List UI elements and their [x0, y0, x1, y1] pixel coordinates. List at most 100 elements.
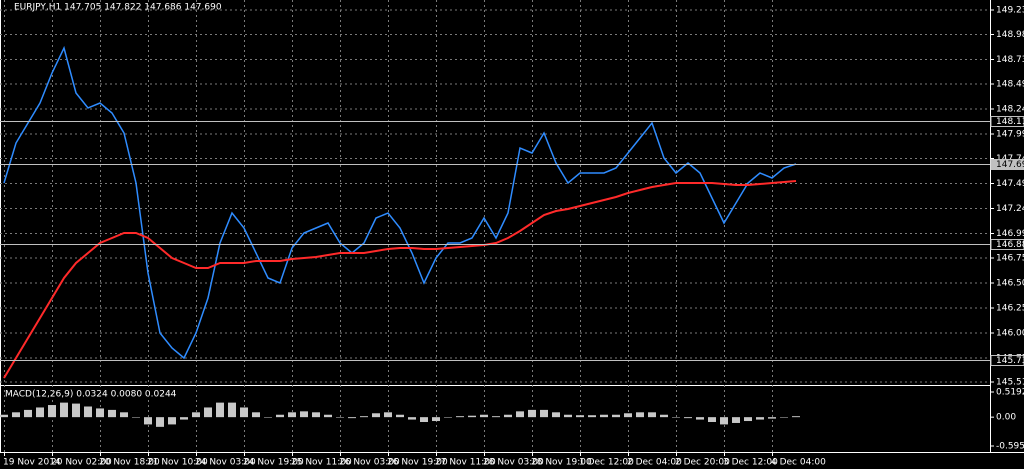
macd-bar: [72, 403, 80, 418]
level-label: 148.116: [996, 117, 1024, 127]
macd-bar: [0, 414, 8, 418]
macd-bar: [348, 417, 356, 419]
macd-bar: [780, 417, 788, 418]
y-tick-label: 149.230: [996, 6, 1024, 16]
macd-bar: [144, 417, 152, 425]
macd-bar: [300, 411, 308, 418]
macd-bar: [504, 414, 512, 418]
level-label-box: [990, 355, 1024, 366]
y-tick-label: 147.99: [996, 130, 1024, 140]
macd-bar: [420, 417, 428, 423]
macd-bar: [240, 407, 248, 418]
x-tick-label: 24 Nov 19:00: [243, 458, 304, 468]
macd-bar: [696, 417, 704, 420]
macd-bar: [756, 417, 764, 420]
macd-bar: [720, 417, 728, 425]
x-tick-label: 2 Dec 20:00: [675, 458, 730, 468]
macd-bar: [24, 409, 32, 418]
macd-bar: [108, 409, 116, 418]
macd-bar: [684, 417, 692, 419]
x-tick-label: 4 Dec 04:00: [771, 458, 826, 468]
macd-bar: [444, 417, 452, 418]
macd-bar: [492, 416, 500, 418]
x-tick-label: 3 Dec 12:00: [723, 458, 778, 468]
macd-bar: [672, 417, 680, 418]
macd-bar: [768, 417, 776, 419]
macd-bar: [552, 412, 560, 418]
macd-bar: [264, 417, 272, 418]
y-tick-label: 148.49: [996, 80, 1024, 90]
y-tick-label: -0.5952: [996, 442, 1024, 452]
macd-bar: [276, 414, 284, 418]
macd-bar: [324, 414, 332, 418]
macd-bar: [588, 415, 596, 418]
macd-bar: [336, 417, 344, 418]
x-tick-label: 26 Nov 19:00: [387, 458, 448, 468]
macd-bar: [84, 406, 92, 418]
macd-bar: [60, 402, 68, 418]
macd-bar: [192, 412, 200, 418]
macd-bar: [36, 407, 44, 418]
macd-bar: [468, 415, 476, 418]
macd-bar: [480, 414, 488, 418]
macd-bar: [168, 417, 176, 425]
macd-title: MACD(12,26,9) 0.0324 0.0080 0.0244: [5, 390, 177, 400]
macd-bar: [708, 417, 716, 423]
macd-bar: [540, 409, 548, 418]
macd-bar: [792, 416, 800, 418]
macd-bar: [648, 412, 656, 418]
y-tick-label: 146.500: [996, 279, 1024, 289]
price-line: [3, 180, 797, 379]
macd-bar: [744, 417, 752, 422]
macd-bar: [48, 405, 56, 418]
x-tick-label: 19 Nov 2014: [3, 458, 61, 468]
macd-bar: [312, 412, 320, 418]
macd-bar: [360, 416, 368, 418]
level-label: 145.732: [996, 356, 1024, 366]
y-tick-label: 148.985: [996, 30, 1024, 40]
x-tick-label: 24 Nov 03:00: [195, 458, 256, 468]
x-tick-label: 27 Nov 11:00: [435, 458, 496, 468]
macd-bar: [660, 414, 668, 418]
macd-bar: [120, 412, 128, 418]
y-tick-label: 146.000: [996, 329, 1024, 339]
macd-bar: [408, 417, 416, 420]
macd-bar: [228, 402, 236, 418]
macd-bar: [576, 415, 584, 418]
macd-bar: [636, 412, 644, 418]
macd-bar: [612, 414, 620, 418]
x-tick-label: 2 Dec 04:00: [627, 458, 682, 468]
y-tick-label: 145.510: [996, 378, 1024, 388]
macd-bar: [516, 411, 524, 418]
x-tick-label: 26 Nov 03:00: [339, 458, 400, 468]
macd-bar: [384, 412, 392, 418]
macd-bar: [396, 414, 404, 418]
macd-bar: [12, 412, 20, 418]
x-tick-label: 20 Nov 02:00: [51, 458, 112, 468]
level-label-box: [990, 239, 1024, 250]
macd-bar: [600, 414, 608, 418]
macd-bar: [252, 412, 260, 418]
y-tick-label: 147.495: [996, 179, 1024, 189]
x-tick-label: 28 Nov 19:00: [531, 458, 592, 468]
x-tick-label: 1 Dec 12:00: [579, 458, 634, 468]
macd-bar: [180, 417, 188, 420]
macd-bar: [564, 414, 572, 418]
y-tick-label: 146.250: [996, 304, 1024, 314]
x-tick-label: 25 Nov 11:00: [291, 458, 352, 468]
macd-bar: [132, 417, 140, 418]
y-tick-label: 148.735: [996, 55, 1024, 65]
macd-bar: [216, 402, 224, 418]
level-label: 147.690: [996, 160, 1024, 170]
x-tick-label: 21 Nov 10:00: [147, 458, 208, 468]
macd-bar: [372, 413, 380, 418]
y-tick-label: 0.5192: [996, 388, 1024, 398]
y-tick-label: 147.245: [996, 204, 1024, 214]
price-line: [3, 45, 797, 360]
macd-bar: [156, 417, 164, 427]
x-tick-label: 20 Nov 18:00: [99, 458, 160, 468]
macd-bar: [456, 416, 464, 418]
